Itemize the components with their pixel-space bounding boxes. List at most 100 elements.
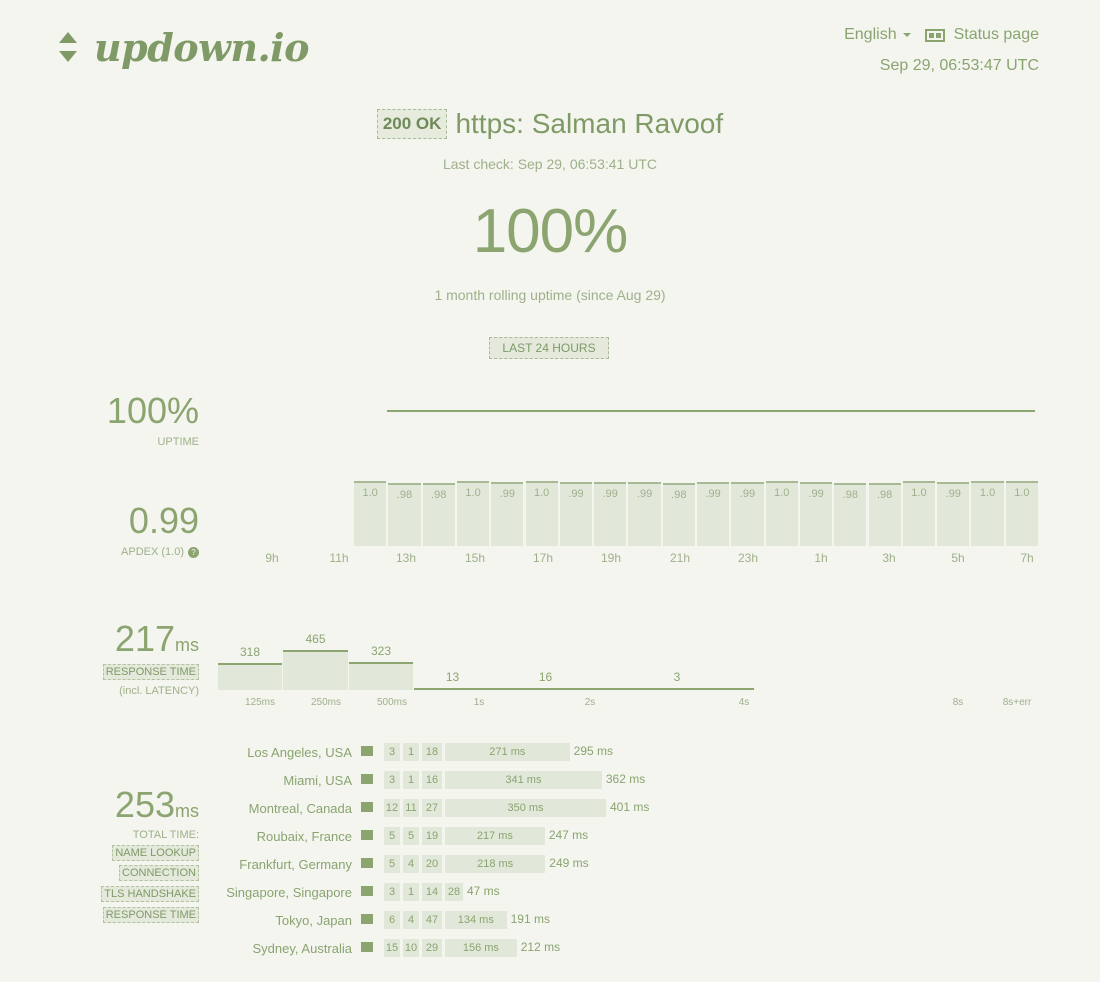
histogram-bar-value: 323 [370,644,392,659]
histogram-x-label: 8s+err [1002,697,1032,708]
response-time-sublabel: (incl. LATENCY) [119,685,199,697]
flag-icon [361,942,373,952]
connect-segment: 1 [403,771,419,789]
response-time-value: 217ms [115,618,199,660]
language-select[interactable]: English [844,26,911,44]
connect-segment: 4 [403,855,419,873]
logo[interactable]: updown.io [58,24,309,70]
histogram-x-label: 125ms [244,697,275,708]
apdex-bar: .99 [594,482,627,546]
dns-segment: 3 [384,883,400,901]
apdex-bar: .99 [697,482,730,546]
status-code-badge: 200 OK [376,109,448,139]
location-row: Miami, USA 3 1 16 341 ms 362 ms [0,769,1100,791]
apdex-bar: 1.0 [456,481,490,546]
location-row: Tokyo, Japan 6 4 47 134 ms 191 ms [0,909,1100,931]
connect-segment: 1 [403,743,419,761]
apdex-value: 0.99 [128,500,199,541]
total-time: 47 ms [467,884,500,898]
histogram-bar: 323 [349,644,413,690]
dns-segment: 6 [384,911,400,929]
flag-icon [361,886,373,896]
connect-segment: 11 [403,799,419,817]
flag-icon [361,746,373,756]
histogram-x-label: 500ms [376,697,407,708]
apdex-bar: .99 [799,482,833,546]
location-row: Los Angeles, USA 3 1 18 271 ms 295 ms [0,741,1100,763]
legend-connection: CONNECTION [119,865,199,881]
apdex-label-wrap: APDEX (1.0) ? [121,546,199,558]
response-segment: 28 [445,883,463,901]
check-title: 200 OK https: Salman Ravoof [0,108,1100,140]
dns-segment: 3 [384,743,400,761]
dns-segment: 12 [384,799,400,817]
total-time: 247 ms [548,828,589,842]
legend-response-time-label: RESPONSE TIME [102,907,199,923]
apdex-x-label: 13h [395,551,417,565]
apdex-x-label: 7h [1020,551,1034,565]
apdex-bar: .99 [937,482,970,546]
tls-segment: 27 [422,799,442,817]
histogram-bar: 3 [600,670,754,690]
apdex-bar: 1.0 [1005,481,1038,546]
status-page-link[interactable]: Status page [924,26,1039,44]
apdex-bar: .98 [388,482,421,546]
response-segment: 350 ms [445,799,606,817]
histogram-bar-value: 16 [538,670,553,684]
connect-segment: 1 [403,883,419,901]
period-selector-button[interactable]: LAST 24 HOURS [489,337,609,359]
apdex-bar: 1.0 [525,481,558,546]
connect-segment: 10 [403,939,419,957]
dns-segment: 5 [384,827,400,845]
histogram-bar-value: 465 [305,632,326,646]
help-icon[interactable]: ? [188,546,199,558]
logo-text: updown.io [94,24,309,70]
histogram-bar: 318 [218,645,282,690]
response-segment: 156 ms [445,939,517,957]
flag-icon [361,774,373,784]
site-name: https: Salman Ravoof [455,108,724,139]
legend-connection-label: CONNECTION [119,865,199,881]
apdex-x-label: 3h [882,551,896,565]
location-name: Roubaix, France [256,828,352,844]
total-time-label: TOTAL TIME: [132,829,199,841]
connect-segment: 4 [403,911,419,929]
dns-segment: 15 [384,939,400,957]
status-page-label: Status page [953,26,1039,43]
location-name: Los Angeles, USA [247,744,352,760]
apdex-x-label: 5h [951,551,965,565]
total-time: 249 ms [549,856,589,870]
response-segment: 341 ms [445,771,602,789]
histogram-x-label: 250ms [310,697,341,708]
location-row: Singapore, Singapore 3 1 14 28 47 ms [0,881,1100,903]
apdex-bar: .99 [731,482,764,546]
location-row: Sydney, Australia 15 10 29 156 ms 212 ms [0,937,1100,959]
dns-segment: 3 [384,771,400,789]
legend-name-lookup: NAME LOOKUP [112,845,199,861]
apdex-bar: .99 [559,482,593,546]
histogram-bar: 13 [414,670,491,690]
flag-icon [361,830,373,840]
legend-name-lookup-label: NAME LOOKUP [112,845,199,861]
flag-icon [361,858,373,868]
tls-segment: 29 [422,939,442,957]
current-time: Sep 29, 06:53:47 UTC [879,57,1039,74]
apdex-x-label: 19h [600,551,622,565]
location-row: Roubaix, France 5 5 19 217 ms 247 ms [0,825,1100,847]
apdex-bar: .98 [834,482,867,546]
histogram-x-label: 8s [952,697,964,708]
histogram-bar-value: 3 [673,670,681,684]
total-time-unit: ms [175,801,199,821]
apdex-x-label: 9h [265,551,279,565]
language-label: English [844,26,897,43]
flag-icon [361,802,373,812]
total-time: 212 ms [520,940,561,954]
response-segment: 218 ms [445,855,546,873]
apdex-x-label: 21h [669,551,691,565]
location-name: Miami, USA [283,772,352,788]
legend-tls-handshake-label: TLS HANDSHAKE [101,886,199,902]
uptime-percentage: 100% [472,197,629,266]
apdex-x-label: 17h [532,551,554,565]
uptime-value: 100% [106,390,199,431]
rolling-uptime-label: 1 month rolling uptime (since Aug 29) [434,287,666,303]
